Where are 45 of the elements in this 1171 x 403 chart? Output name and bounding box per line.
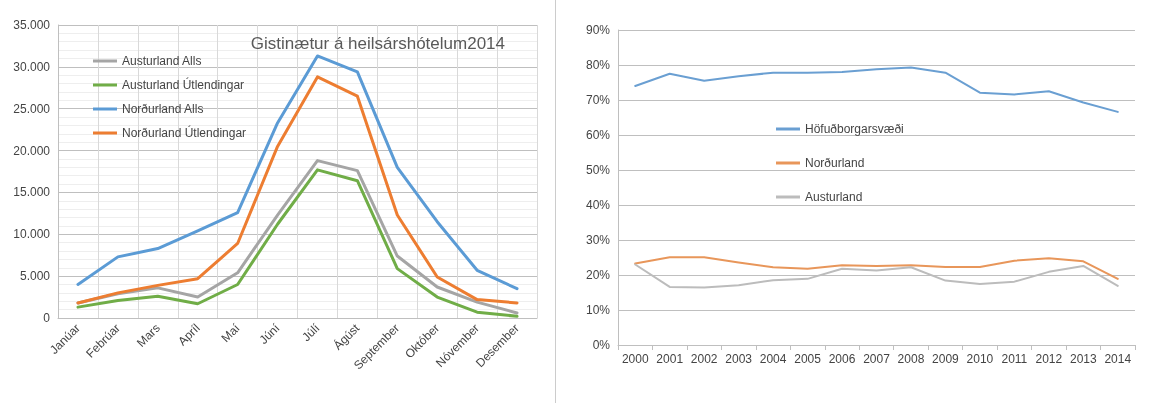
y-tick-label: 5.000 [19,269,51,284]
y-tick-label: 90% [585,23,611,37]
y-tick-label: 10% [585,303,611,317]
legend-label: Austurland Alls [122,54,202,68]
legend-label: Norðurland [805,156,865,170]
legend-label: Austurland Útlendingar [122,77,245,92]
line-series [634,256,1119,280]
x-tick-label: 2003 [725,352,753,366]
x-tick-label: 2010 [966,352,994,366]
line-series [634,66,1119,113]
y-tick-label: 30.000 [13,59,51,74]
y-tick-label: 35.000 [13,18,51,32]
y-tick-label: 0% [592,338,611,352]
y-tick-label: 20.000 [13,143,51,158]
x-tick-label: 2011 [1001,352,1028,366]
x-tick-label: 2006 [828,352,856,366]
y-tick-label: 0 [43,311,51,325]
legend-label: Norðurland Alls [122,102,204,116]
x-tick-label: 2012 [1035,352,1063,366]
text: Gistinætur á heilsárshótelum2014 [250,34,505,53]
x-tick-label: 2007 [863,352,891,366]
y-tick-label: 70% [585,93,611,107]
legend-label: Austurland [805,190,863,204]
x-tick-label: 2013 [1069,352,1097,366]
y-tick-label: 10.000 [13,227,51,242]
x-tick-label: Júlí [299,320,323,345]
x-tick-label: 2005 [794,352,822,366]
x-tick-label: 2009 [932,352,960,366]
x-tick-label: Maí [218,320,244,346]
y-tick-label: 20% [585,268,611,282]
y-tick-label: 50% [585,163,611,177]
x-tick-label: 2002 [690,352,718,366]
x-tick-label: 2014 [1104,352,1132,366]
x-tick-label: 2008 [897,352,925,366]
legend-label: Höfuðborgarsvæði [805,122,904,136]
legend-label: Norðurland Útlendingar [122,125,247,140]
y-tick-label: 40% [585,198,611,212]
y-tick-label: 25.000 [13,101,51,116]
x-tick-label: 2001 [656,352,684,366]
y-tick-label: 30% [585,233,611,247]
x-tick-label: 2000 [621,352,649,366]
y-tick-label: 15.000 [13,185,51,200]
y-tick-label: 60% [585,128,611,142]
y-tick-label: 80% [585,58,611,72]
x-tick-label: 2004 [759,352,787,366]
